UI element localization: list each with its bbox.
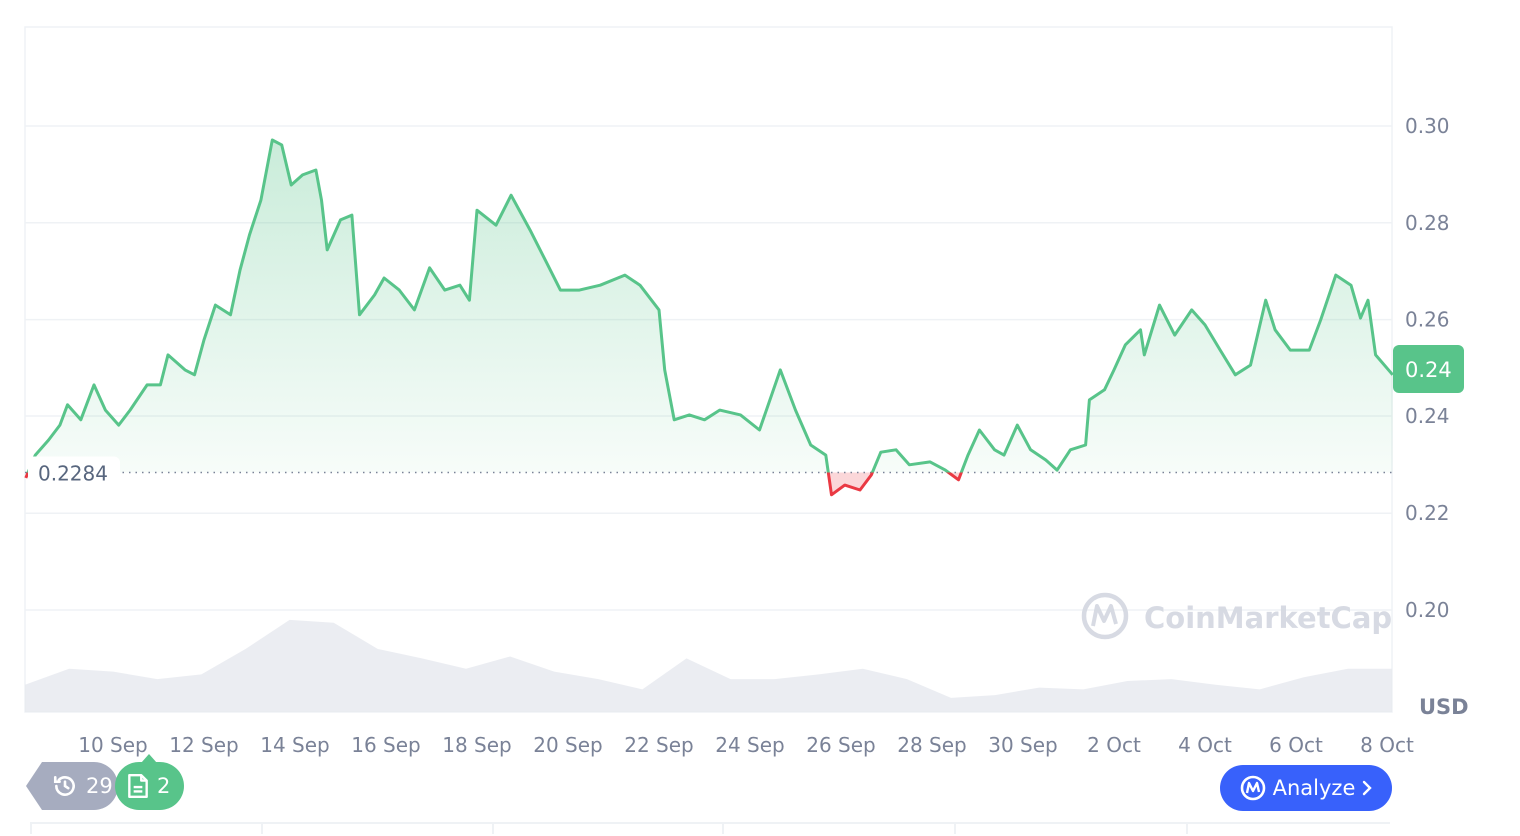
x-tick-label: 14 Sep xyxy=(260,733,330,757)
y-tick-label: 0.20 xyxy=(1405,598,1450,622)
y-tick-label: 0.28 xyxy=(1405,211,1450,235)
chevron-right-icon xyxy=(1361,779,1373,797)
coinmarketcap-watermark: CoinMarketCap xyxy=(1084,595,1392,637)
watermark-text: CoinMarketCap xyxy=(1144,601,1392,635)
current-price-value: 0.24 xyxy=(1405,358,1452,382)
events-badge[interactable]: 29 xyxy=(42,762,118,810)
x-tick-label: 26 Sep xyxy=(806,733,876,757)
x-tick-label: 12 Sep xyxy=(169,733,239,757)
news-badge[interactable]: 2 xyxy=(115,762,184,810)
analyze-button[interactable]: Analyze xyxy=(1220,765,1392,811)
history-icon xyxy=(52,773,78,799)
baseline-value: 0.2284 xyxy=(38,462,108,486)
analyze-label: Analyze xyxy=(1273,776,1356,800)
x-axis: 10 Sep 12 Sep 14 Sep 16 Sep 18 Sep 20 Sep 22 S… xyxy=(78,733,1414,757)
y-tick-label: 0.22 xyxy=(1405,501,1450,525)
currency-label: USD xyxy=(1419,695,1469,719)
tab-divider xyxy=(722,824,724,834)
document-icon xyxy=(127,773,149,799)
x-tick-label: 16 Sep xyxy=(351,733,421,757)
x-tick-label: 28 Sep xyxy=(897,733,967,757)
x-tick-label: 18 Sep xyxy=(442,733,512,757)
baseline-label: 0.2284 xyxy=(28,457,120,487)
x-tick-label: 20 Sep xyxy=(533,733,603,757)
tab-divider xyxy=(30,824,32,834)
news-count: 2 xyxy=(157,774,170,798)
x-tick-label: 10 Sep xyxy=(78,733,148,757)
x-tick-label: 24 Sep xyxy=(715,733,785,757)
tab-divider xyxy=(261,824,263,834)
x-tick-label: 2 Oct xyxy=(1087,733,1141,757)
x-tick-label: 6 Oct xyxy=(1269,733,1323,757)
tab-divider xyxy=(1186,824,1188,834)
coinmarketcap-logo-icon xyxy=(1239,774,1267,802)
y-tick-label: 0.26 xyxy=(1405,308,1450,332)
y-tick-label: 0.30 xyxy=(1405,114,1450,138)
x-tick-label: 22 Sep xyxy=(624,733,694,757)
current-price-label: 0.24 xyxy=(1393,345,1464,393)
tab-divider xyxy=(492,824,494,834)
y-tick-label: 0.24 xyxy=(1405,404,1450,428)
x-tick-label: 8 Oct xyxy=(1360,733,1414,757)
x-tick-label: 30 Sep xyxy=(988,733,1058,757)
events-count: 29 xyxy=(86,774,113,798)
x-tick-label: 4 Oct xyxy=(1178,733,1232,757)
tab-divider xyxy=(954,824,956,834)
